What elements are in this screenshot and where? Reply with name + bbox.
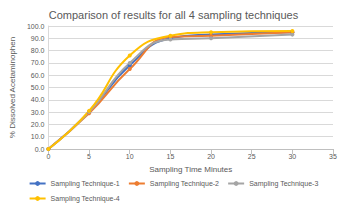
svg-text:Sampling Technique-2: Sampling Technique-2 [150, 180, 219, 188]
svg-text:80.0: 80.0 [31, 47, 45, 54]
svg-text:5: 5 [87, 153, 91, 160]
svg-text:20: 20 [207, 153, 215, 160]
svg-text:Comparison of results for all: Comparison of results for all 4 sampling… [49, 9, 299, 21]
svg-text:Sampling Technique-4: Sampling Technique-4 [51, 195, 120, 203]
svg-text:Sampling Time Minutes: Sampling Time Minutes [149, 165, 232, 174]
svg-text:30.0: 30.0 [31, 109, 45, 116]
svg-text:Sampling Technique-1: Sampling Technique-1 [51, 180, 120, 188]
svg-text:50.0: 50.0 [31, 84, 45, 91]
svg-text:40.0: 40.0 [31, 96, 45, 103]
svg-text:70.0: 70.0 [31, 59, 45, 66]
svg-text:0: 0 [46, 153, 50, 160]
svg-text:30: 30 [288, 153, 296, 160]
svg-text:15: 15 [166, 153, 174, 160]
svg-text:25: 25 [248, 153, 256, 160]
svg-text:100.0: 100.0 [27, 23, 45, 30]
svg-text:10: 10 [126, 153, 134, 160]
svg-text:Sampling Technique-3: Sampling Technique-3 [249, 180, 318, 188]
svg-text:90.0: 90.0 [31, 35, 45, 42]
svg-text:% Dissolved Acetaminophen: % Dissolved Acetaminophen [8, 37, 17, 138]
svg-text:35: 35 [329, 153, 337, 160]
svg-text:10.0: 10.0 [31, 133, 45, 140]
svg-text:0.0: 0.0 [35, 146, 45, 153]
svg-text:60.0: 60.0 [31, 72, 45, 79]
svg-text:20.0: 20.0 [31, 121, 45, 128]
